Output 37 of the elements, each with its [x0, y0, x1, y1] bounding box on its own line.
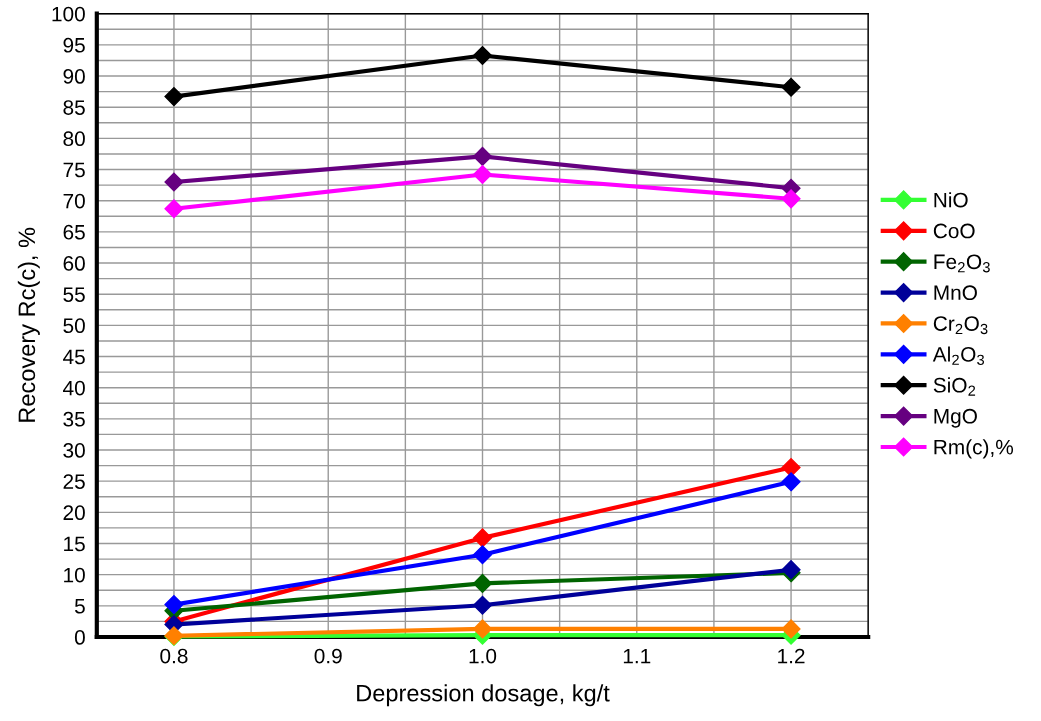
- legend-label: SiO$_{2}$: [933, 377, 976, 396]
- legend-label: Rm(c),%: [934, 439, 1014, 459]
- x-tick-label: 1.2: [778, 648, 805, 664]
- y-tick-label: 40: [63, 380, 85, 396]
- legend-label: Al$_{2}$O$_{3}$: [932, 346, 985, 365]
- x-tick-label: 1.1: [623, 648, 651, 664]
- y-tick-label: 25: [63, 474, 85, 489]
- y-tick-label: 90: [63, 69, 85, 84]
- y-tick-label: 15: [64, 536, 85, 552]
- y-tick-label: 35: [63, 411, 85, 427]
- y-tick-label: 30: [63, 443, 85, 458]
- legend-label: Fe$_{2}$O$_{3}$: [934, 254, 990, 273]
- legend-label: MnO: [934, 285, 977, 301]
- y-axis-title: Recovery Rc(c), %: [17, 227, 40, 422]
- y-tick-label: 10: [64, 567, 85, 583]
- y-tick-label: 0: [74, 630, 85, 645]
- y-tick-label: 55: [63, 287, 85, 302]
- legend-label: Cr$_{2}$O$_{3}$: [933, 316, 988, 335]
- y-tick-label: 65: [63, 224, 85, 240]
- y-tick-label: 75: [63, 162, 85, 178]
- legend-label: CoO: [933, 223, 975, 239]
- y-tick-label: 95: [63, 37, 85, 53]
- y-tick-label: 80: [63, 131, 85, 147]
- legend-label: MgO: [934, 408, 977, 428]
- x-tick-label: 0.8: [160, 648, 188, 664]
- x-axis-title: Depression dosage, kg/t: [357, 684, 610, 707]
- legend-label: NiO: [934, 192, 968, 208]
- y-tick-label: 85: [63, 100, 85, 115]
- y-tick-label: 5: [74, 599, 85, 614]
- y-tick-label: 100: [52, 6, 85, 22]
- y-tick-label: 60: [63, 256, 85, 271]
- x-tick-label: 1.0: [469, 648, 497, 664]
- y-tick-label: 45: [63, 349, 85, 365]
- x-tick-label: 0.9: [314, 648, 342, 664]
- y-tick-label: 20: [63, 505, 85, 521]
- y-tick-label: 70: [63, 193, 85, 209]
- y-tick-label: 50: [63, 318, 85, 334]
